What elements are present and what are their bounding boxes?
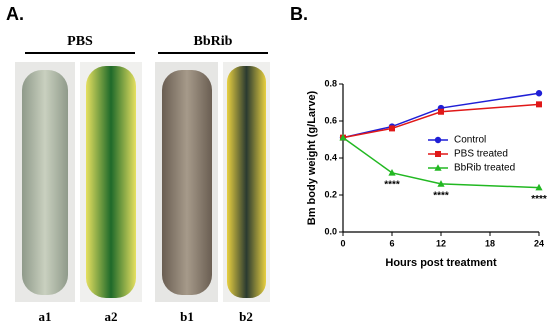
panel-label: B. — [290, 4, 308, 24]
data-point — [535, 183, 543, 191]
larva — [22, 70, 68, 295]
larva — [162, 70, 212, 295]
legend-label: Control — [454, 135, 486, 146]
legend-marker — [434, 136, 442, 144]
group-label: PBS — [67, 34, 93, 49]
series-line — [342, 137, 540, 189]
legend-marker — [435, 151, 441, 157]
data-point — [437, 180, 445, 187]
x-tick-label: 18 — [485, 238, 495, 248]
image-label: a2 — [105, 309, 118, 324]
y-tick-label: 0.6 — [324, 115, 337, 125]
data-point — [438, 108, 444, 115]
x-axis-title: Hours post treatment — [385, 257, 497, 269]
data-point — [389, 125, 395, 132]
y-tick-label: 0.8 — [324, 78, 337, 88]
data-point — [535, 90, 543, 97]
data-point — [536, 101, 542, 108]
annotation: **** — [384, 179, 400, 190]
group-label: BbRib — [194, 34, 233, 49]
data-point — [339, 133, 347, 141]
legend-marker — [434, 164, 442, 171]
legend-label: BbRib treated — [454, 163, 515, 174]
annotation: **** — [433, 191, 449, 202]
larva — [86, 66, 136, 298]
y-tick-label: 0.4 — [324, 152, 337, 162]
annotation: **** — [531, 194, 547, 205]
series-line — [342, 92, 540, 139]
panel-label: A. — [6, 4, 24, 24]
image-label: a1 — [39, 309, 52, 324]
data-point — [388, 169, 396, 176]
y-tick-label: 0.2 — [324, 189, 337, 199]
x-tick-label: 6 — [389, 238, 394, 248]
image-label: b1 — [180, 309, 194, 324]
image-label: b2 — [239, 309, 253, 324]
x-tick-label: 12 — [436, 238, 446, 248]
legend-label: PBS treated — [454, 149, 508, 160]
series-line — [342, 103, 540, 139]
larva — [227, 66, 266, 298]
y-axis-title: Bm body weight (g/Larve) — [306, 90, 318, 225]
x-tick-label: 24 — [534, 238, 544, 248]
x-tick-label: 0 — [340, 238, 345, 248]
y-tick-label: 0.0 — [324, 226, 337, 236]
